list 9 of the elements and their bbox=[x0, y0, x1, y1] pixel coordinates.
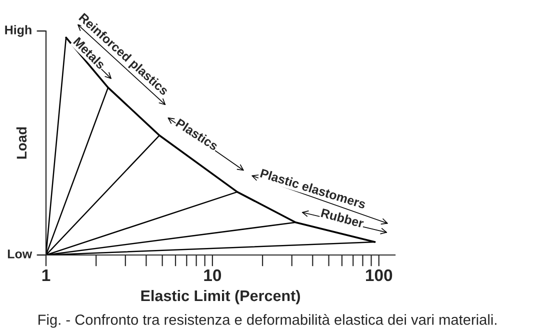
x-tick-label: 10 bbox=[204, 269, 222, 282]
y-axis-title: Load bbox=[16, 127, 27, 159]
x-axis-title: Elastic Limit (Percent) bbox=[141, 290, 300, 304]
x-tick-label: 100 bbox=[366, 269, 392, 282]
text: Fig. - Confronto tra resistenza e deformabilità elastica dei vari materiali. bbox=[38, 314, 496, 328]
x-tick-label: 1 bbox=[42, 270, 50, 281]
text: High bbox=[5, 25, 32, 37]
text: Low bbox=[8, 250, 32, 258]
annotation: Rubber bbox=[320, 208, 364, 228]
